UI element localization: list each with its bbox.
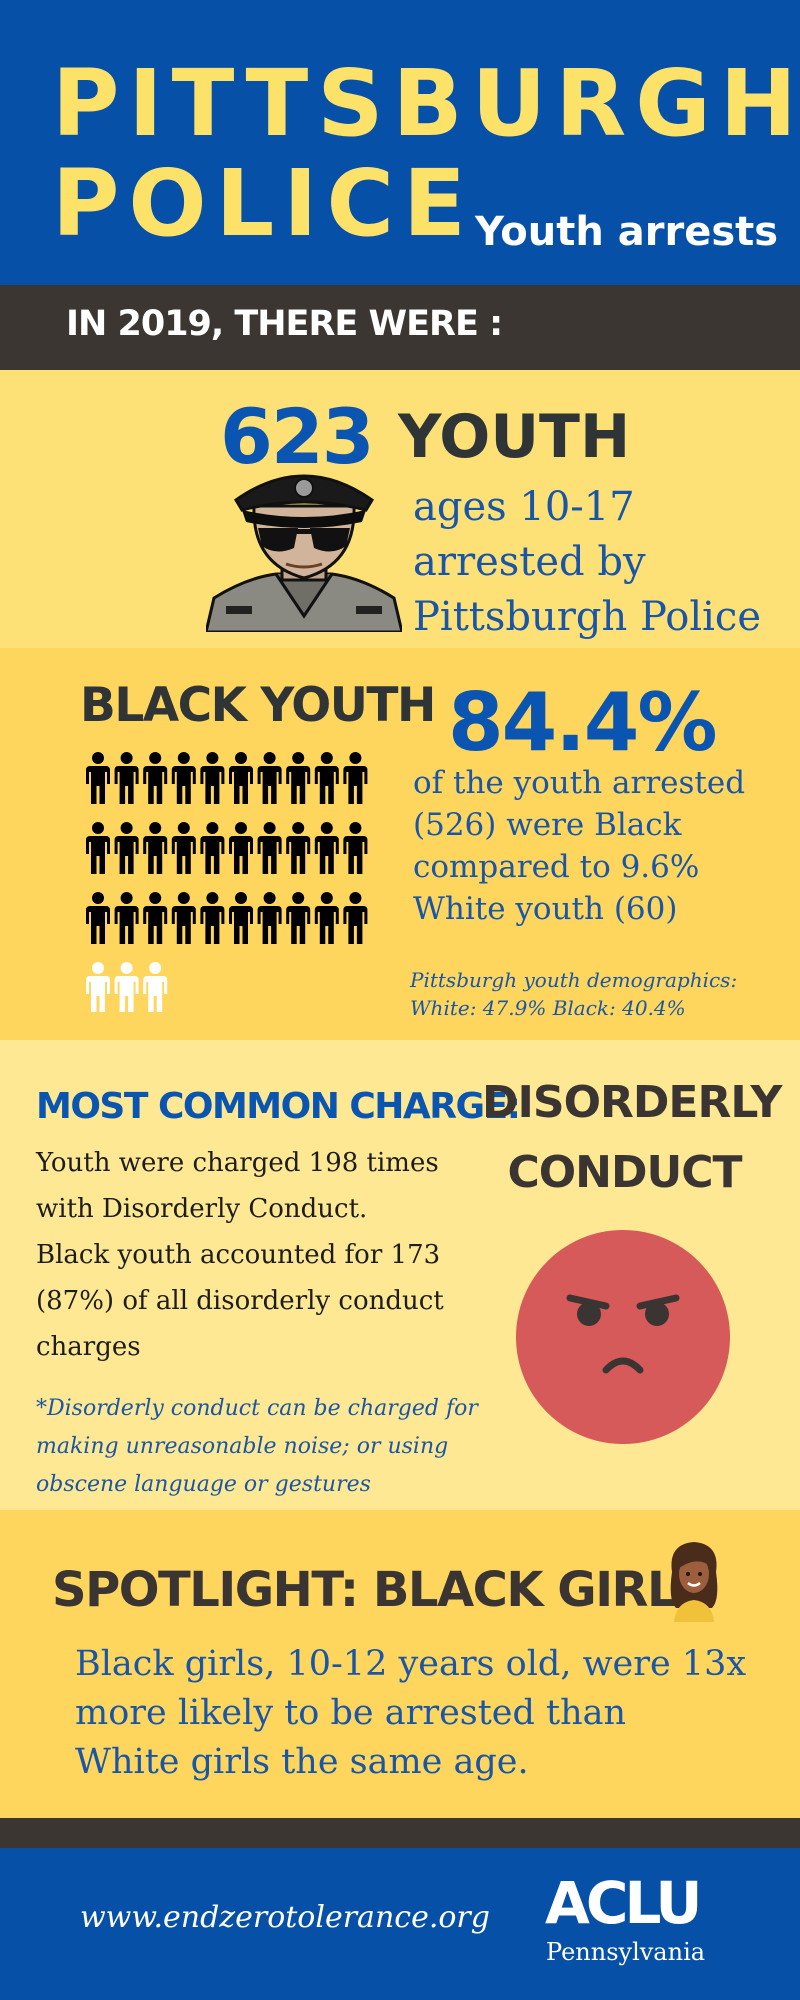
person-icon xyxy=(86,822,110,874)
youth-description: ages 10-17 arrested by Pittsburgh Police xyxy=(413,480,793,645)
demographics-note-line: White: 47.9% Black: 40.4% xyxy=(410,996,686,1020)
person-icon xyxy=(171,892,196,944)
common-charge-line: Youth were charged 198 times xyxy=(36,1148,439,1178)
demographics-note-line: Pittsburgh youth demographics: xyxy=(410,968,738,992)
person-icon xyxy=(143,822,168,874)
person-icon xyxy=(143,752,168,804)
angry-face-icon xyxy=(516,1230,730,1444)
person-pictogram xyxy=(86,752,368,1012)
person-icon xyxy=(257,892,282,944)
common-charge-line: Black youth accounted for 173 xyxy=(36,1240,441,1270)
person-icon xyxy=(114,892,139,944)
header-banner xyxy=(0,0,800,285)
person-icon xyxy=(86,962,110,1012)
person-icon xyxy=(114,822,139,874)
black-youth-description-line: compared to 9.6% xyxy=(413,849,700,885)
person-icon xyxy=(171,822,196,874)
person-icon xyxy=(200,752,225,804)
aclu-logo-subtitle: Pennsylvania xyxy=(546,1938,706,1966)
person-icon xyxy=(286,892,311,944)
spotlight-description: Black girls, 10-12 years old, were 13x m… xyxy=(75,1640,775,1787)
youth-description-line: ages 10-17 xyxy=(413,484,635,530)
footnote-line: obscene language or gestures xyxy=(36,1472,371,1497)
aclu-logo: ACLU xyxy=(545,1869,702,1937)
page-subtitle: Youth arrests xyxy=(475,209,779,255)
footnote-line: making unreasonable noise; or using xyxy=(36,1434,449,1459)
divider-band xyxy=(0,1818,800,1848)
person-icon xyxy=(86,892,110,944)
person-icon xyxy=(314,822,339,874)
youth-heading: YOUTH xyxy=(398,402,631,472)
person-icon xyxy=(257,752,282,804)
disorderly-conduct-heading: DISORDERLY CONDUCT xyxy=(482,1068,782,1208)
person-icon xyxy=(114,962,139,1012)
common-charge-heading: MOST COMMON CHARGE: xyxy=(36,1086,521,1127)
common-charge-line: charges xyxy=(36,1332,141,1362)
common-charge-line: (87%) of all disorderly conduct xyxy=(36,1286,444,1316)
person-icon xyxy=(143,892,168,944)
intro-band-text: IN 2019, THERE WERE : xyxy=(66,304,503,344)
person-icon xyxy=(286,752,311,804)
spotlight-line: more likely to be arrested than xyxy=(75,1693,627,1733)
common-charge-description: Youth were charged 198 times with Disord… xyxy=(36,1140,476,1370)
demographics-note: Pittsburgh youth demographics: White: 47… xyxy=(410,966,790,1022)
spotlight-section xyxy=(0,1510,800,1818)
person-icon xyxy=(229,752,253,804)
page-title-line1: PITTSBURGH xyxy=(52,50,800,157)
person-icon xyxy=(286,822,311,874)
page-title-line2: POLICE xyxy=(52,150,475,257)
website-link[interactable]: www.endzerotolerance.org xyxy=(80,1900,490,1935)
person-icon xyxy=(343,822,368,874)
black-youth-description-line: of the youth arrested xyxy=(413,765,746,801)
youth-description-line: Pittsburgh Police xyxy=(413,594,761,640)
youth-description-line: arrested by xyxy=(413,539,646,585)
person-icon xyxy=(171,752,196,804)
person-icon xyxy=(200,822,225,874)
person-icon xyxy=(86,752,110,804)
person-icon xyxy=(200,892,225,944)
person-icon xyxy=(257,822,282,874)
person-icon xyxy=(314,892,339,944)
police-officer-icon xyxy=(206,474,402,632)
person-icon xyxy=(343,752,368,804)
spotlight-heading: SPOTLIGHT: BLACK GIRLS xyxy=(52,1562,711,1618)
person-icon xyxy=(343,892,368,944)
person-icon xyxy=(229,892,253,944)
person-icon xyxy=(314,752,339,804)
intro-band xyxy=(0,285,800,370)
black-youth-percent-stat: 84.4% xyxy=(448,676,718,769)
black-youth-description: of the youth arrested (526) were Black c… xyxy=(413,762,793,930)
disorderly-conduct-footnote: *Disorderly conduct can be charged for m… xyxy=(36,1390,496,1504)
black-youth-description-line: White youth (60) xyxy=(413,891,678,927)
spotlight-line: White girls the same age. xyxy=(75,1742,529,1782)
spotlight-line: Black girls, 10-12 years old, were 13x xyxy=(75,1644,747,1684)
common-charge-line: with Disorderly Conduct. xyxy=(36,1194,368,1224)
person-icon xyxy=(114,752,139,804)
disorderly-conduct-heading-line: CONDUCT xyxy=(507,1147,742,1198)
footer xyxy=(0,1848,800,2000)
black-youth-heading: BLACK YOUTH xyxy=(80,678,436,733)
youth-arrests-section xyxy=(0,370,800,648)
youth-count-stat: 623 xyxy=(220,392,375,481)
black-youth-description-line: (526) were Black xyxy=(413,807,682,843)
girl-emoji-icon xyxy=(670,1542,718,1622)
footnote-line: *Disorderly conduct can be charged for xyxy=(36,1396,478,1421)
disorderly-conduct-heading-line: DISORDERLY xyxy=(482,1077,782,1128)
person-icon xyxy=(143,962,168,1012)
person-icon xyxy=(229,822,253,874)
